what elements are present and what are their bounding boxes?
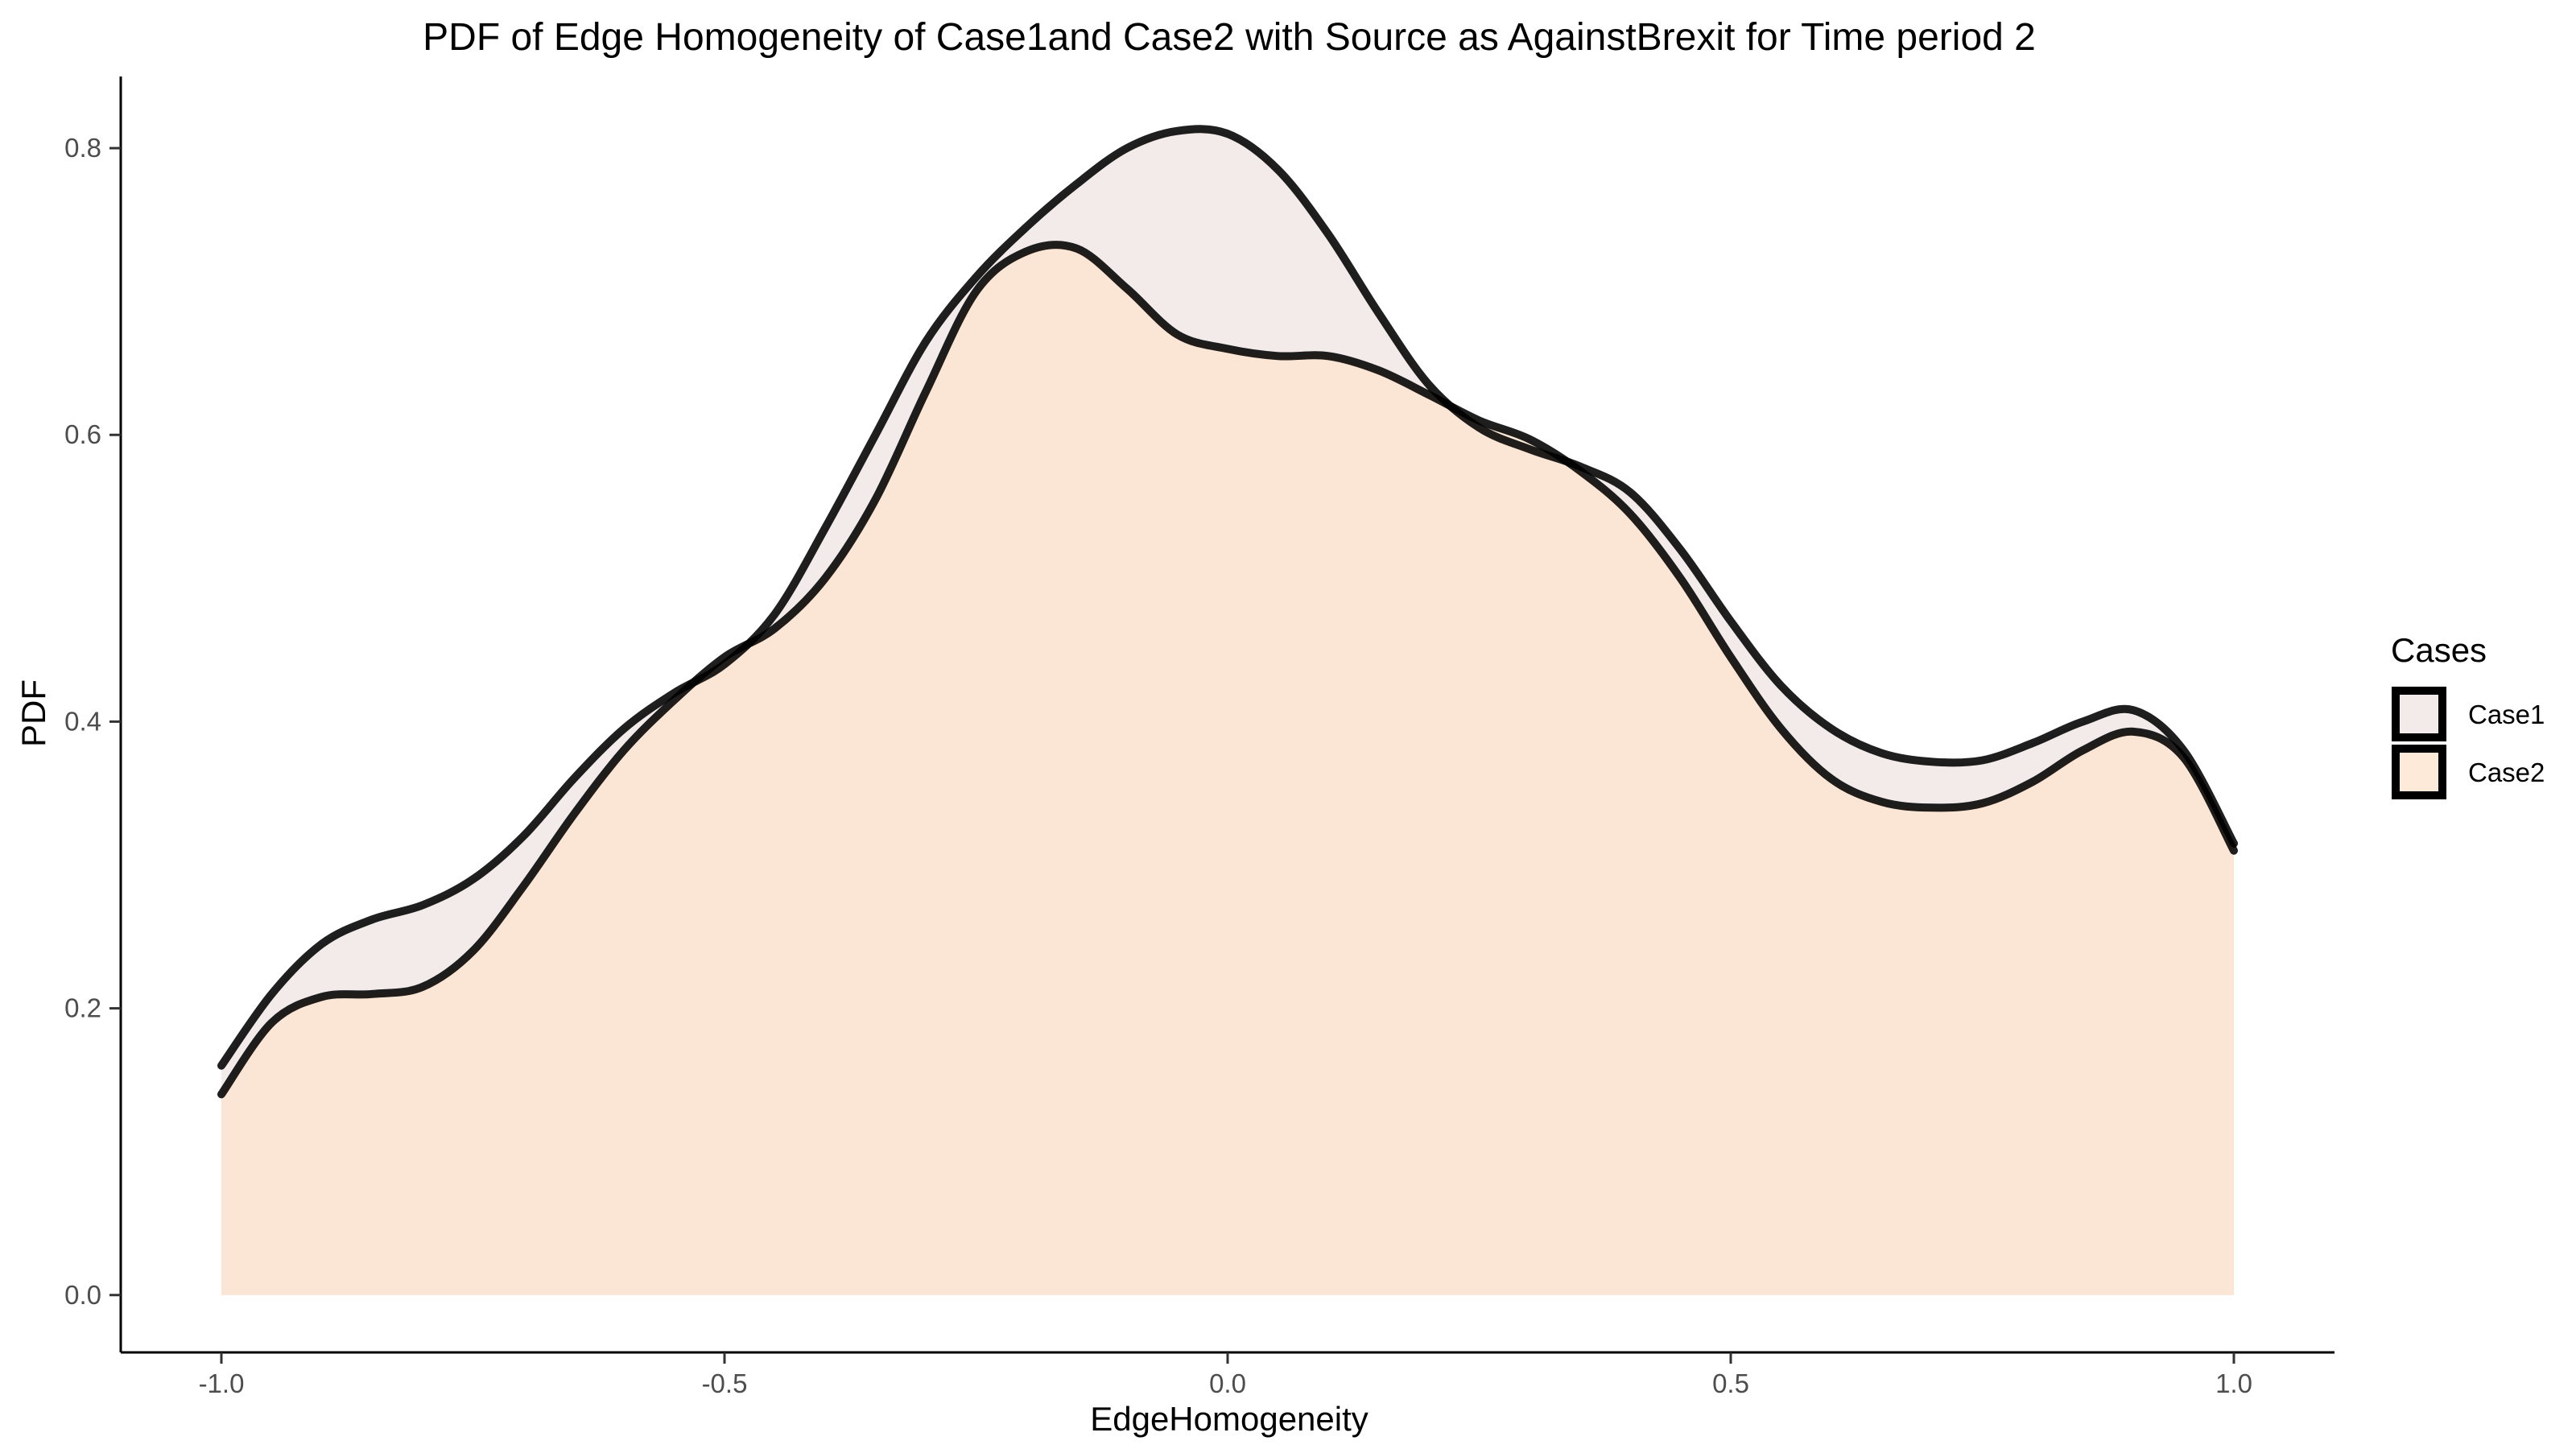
legend: Cases Case1 Case2: [2391, 631, 2545, 799]
y-tick-label: 0.4: [64, 706, 101, 736]
y-tick-label: 0.8: [64, 133, 101, 163]
legend-item-case2: Case2: [2392, 745, 2545, 799]
legend-label: Case1: [2468, 700, 2545, 729]
x-tick-label: -0.5: [702, 1368, 748, 1398]
x-axis-title: EdgeHomogeneity: [1090, 1400, 1368, 1438]
density-line-case1: [217, 125, 2238, 1070]
legend-key: [2392, 687, 2446, 741]
x-tick-label: 1.0: [2215, 1368, 2252, 1398]
y-tick-label: 0.6: [64, 419, 101, 449]
legend-title: Cases: [2391, 631, 2487, 669]
legend-key: [2392, 745, 2446, 799]
y-tick-label: 0.2: [64, 993, 101, 1023]
plot-area: [217, 125, 2238, 1295]
density-line-case2: [217, 241, 2238, 1099]
chart-title: PDF of Edge Homogeneity of Case1and Case…: [423, 16, 2036, 59]
density-area-case2: [221, 245, 2234, 1295]
y-axis-title: PDF: [14, 679, 52, 747]
x-tick-label: -1.0: [199, 1368, 245, 1398]
x-tick-label: 0.0: [1209, 1368, 1246, 1398]
legend-item-case1: Case1: [2392, 687, 2545, 741]
x-tick-label: 0.5: [1712, 1368, 1749, 1398]
y-tick-label: 0.0: [64, 1280, 101, 1310]
axes: -1.0 -0.5 0.0 0.5 1.0 0.0 0.2 0.4 0.6 0.8: [64, 76, 2334, 1398]
legend-label: Case2: [2468, 758, 2545, 787]
